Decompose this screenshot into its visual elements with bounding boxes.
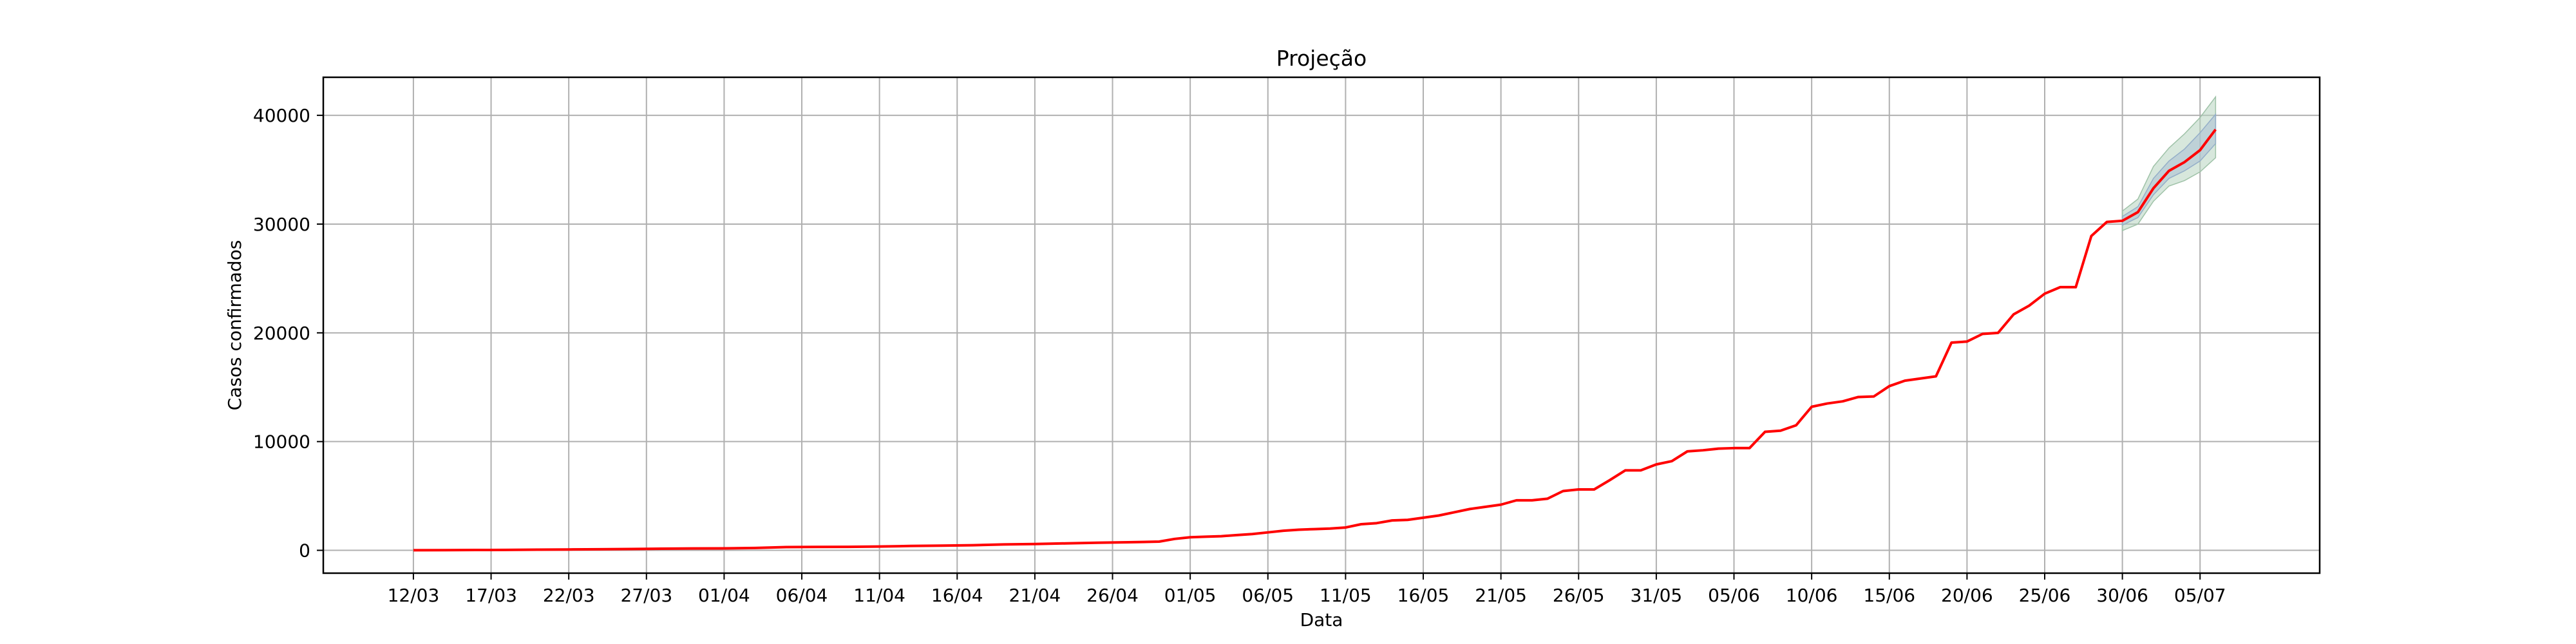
x-tick-label: 17/03: [465, 585, 517, 606]
x-tick-label: 05/07: [2174, 585, 2226, 606]
x-axis-title: Data: [1300, 609, 1343, 630]
x-tick-label: 26/04: [1086, 585, 1139, 606]
y-tick-label: 0: [299, 540, 310, 562]
x-tick-label: 10/06: [1786, 585, 1838, 606]
series-line: [413, 128, 2217, 552]
y-tick-label: 30000: [253, 214, 310, 235]
x-tick-label: 15/06: [1863, 585, 1915, 606]
x-tick-label: 27/03: [620, 585, 672, 606]
y-tick-label: 10000: [253, 431, 310, 453]
x-tick-label: 16/05: [1397, 585, 1450, 606]
x-tick-label: 01/04: [698, 585, 750, 606]
plot-frame: [322, 76, 2321, 574]
chart-title: Projeção: [1276, 46, 1367, 71]
y-tick-label: 20000: [253, 323, 310, 344]
x-tick-label: 11/05: [1320, 585, 1372, 606]
x-tick-label: 31/05: [1631, 585, 1683, 606]
x-axis: 12/03 17/03 22/03 27/03 01/04 06/04 11/04 16/04…: [388, 573, 2226, 606]
series-lines: [413, 128, 2217, 552]
x-tick-label: 06/05: [1242, 585, 1294, 606]
x-tick-label: 21/05: [1475, 585, 1527, 606]
x-tick-label: 30/06: [2096, 585, 2148, 606]
x-tick-label: 20/06: [1941, 585, 1993, 606]
x-tick-label: 06/04: [776, 585, 828, 606]
x-tick-label: 25/06: [2019, 585, 2071, 606]
projection-band: [2121, 95, 2217, 232]
x-tick-label: 12/03: [388, 585, 440, 606]
grid: [323, 77, 2320, 573]
x-tick-label: 01/05: [1164, 585, 1217, 606]
x-tick-label: 21/04: [1009, 585, 1061, 606]
x-tick-label: 05/06: [1708, 585, 1760, 606]
y-axis: 0 10000 20000 30000 40000: [253, 105, 323, 562]
y-tick-label: 40000: [253, 105, 310, 126]
x-tick-label: 16/04: [931, 585, 983, 606]
x-tick-label: 11/04: [853, 585, 905, 606]
x-tick-label: 26/05: [1553, 585, 1605, 606]
x-tick-label: 22/03: [543, 585, 595, 606]
y-axis-title: Casos confirmados: [224, 240, 245, 411]
